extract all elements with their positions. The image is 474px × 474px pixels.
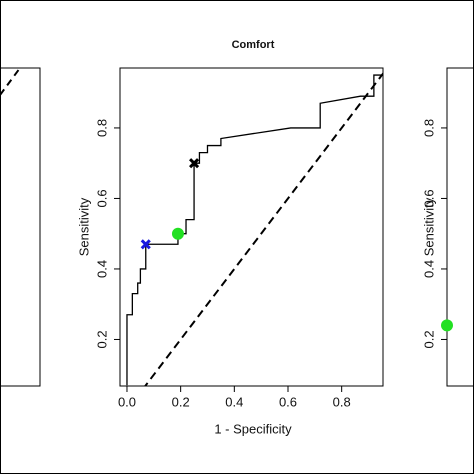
- y-axis-label: Sensitivity: [76, 197, 91, 256]
- x-tick-label: 0.2: [172, 394, 190, 409]
- y-tick-label: 0.2: [421, 330, 436, 348]
- y-tick-label: 0.6: [94, 189, 109, 207]
- plot-box: [119, 67, 384, 387]
- x-axis-label: 1 - Specificity: [214, 421, 292, 436]
- x-tick-label: 0.0: [118, 394, 136, 409]
- x-tick-label: 0.8: [333, 394, 351, 409]
- y-tick-label: 0.2: [94, 330, 109, 348]
- left-panel-box: [0, 67, 41, 387]
- right-y-axis-label: Sensitivity: [421, 197, 436, 256]
- x-tick-label: 0.6: [279, 394, 297, 409]
- plot-area: [126, 71, 383, 386]
- marker-cross: [189, 158, 200, 169]
- roc-curve: [126, 74, 382, 386]
- marker-cross: [140, 239, 151, 250]
- y-tick-label: 0.4: [94, 260, 109, 278]
- y-tick-label: 0.6: [421, 189, 436, 207]
- marker-dot: [171, 227, 184, 240]
- reference-line: [143, 71, 383, 386]
- right-panel-box: [446, 67, 474, 387]
- left-reference-line: [0, 67, 21, 96]
- y-tick-label: 0.8: [94, 119, 109, 137]
- x-tick-label: 0.4: [225, 394, 243, 409]
- marker-dot: [441, 319, 453, 332]
- chart-title: Comfort: [232, 39, 275, 51]
- y-tick-label: 0.4: [421, 260, 436, 278]
- annotations: Comfort 1 - Specificity Sensitivity Sens…: [76, 39, 453, 436]
- y-tick-label: 0.8: [421, 119, 436, 137]
